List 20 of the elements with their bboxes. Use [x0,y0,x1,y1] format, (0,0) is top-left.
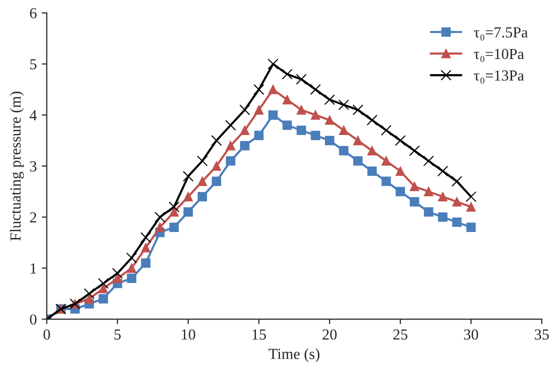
y-tick-label: 3 [30,161,36,172]
y-axis-title: Fluctuating pressure (m) [10,92,24,241]
legend-label: τ₀=10Pa [474,48,524,62]
x-tick-label: 15 [252,329,266,340]
x-tick-label: 10 [182,329,196,340]
y-tick-label: 1 [30,263,36,274]
legend-label: τ₀=13Pa [474,70,524,84]
y-tick-label: 5 [30,59,36,70]
y-tick-label: 6 [30,8,37,18]
x-tick-label: 25 [393,329,408,340]
x-tick-label: 20 [322,329,337,340]
legend-label: τ₀=7.5Pa [474,27,528,41]
x-axis-title: Time (s) [268,348,320,362]
y-tick-label: 0 [30,314,36,325]
y-tick-label: 2 [30,212,36,222]
x-tick-label: 0 [44,329,50,340]
x-tick-label: 35 [534,329,549,340]
x-tick-label: 5 [114,330,121,340]
y-tick-label: 4 [30,110,37,120]
x-tick-label: 30 [464,329,478,340]
